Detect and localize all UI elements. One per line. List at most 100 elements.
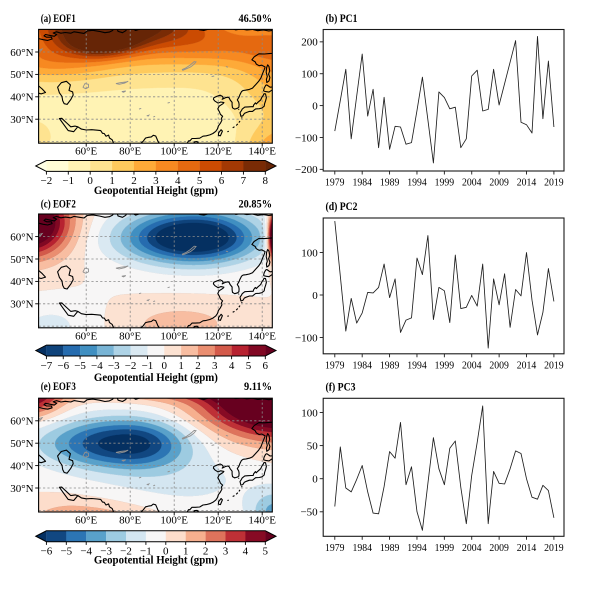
svg-text:60°N: 60°N (10, 416, 33, 428)
svg-text:1999: 1999 (435, 542, 455, 554)
svg-text:1989: 1989 (380, 359, 400, 371)
svg-text:2: 2 (195, 360, 201, 372)
svg-text:−6: −6 (57, 360, 69, 372)
svg-text:1989: 1989 (380, 542, 400, 554)
svg-text:0: 0 (312, 290, 318, 302)
svg-text:20.85%: 20.85% (239, 196, 273, 210)
svg-text:100: 100 (301, 69, 318, 81)
svg-text:100: 100 (301, 407, 318, 419)
svg-text:2009: 2009 (489, 359, 509, 371)
svg-text:2: 2 (203, 546, 209, 558)
svg-text:−2: −2 (120, 546, 132, 558)
svg-text:−6: −6 (41, 546, 53, 558)
svg-text:1994: 1994 (407, 359, 427, 371)
svg-text:1: 1 (183, 546, 189, 558)
svg-text:140°E: 140°E (248, 146, 276, 158)
svg-text:100°E: 100°E (160, 330, 188, 342)
svg-text:9.11%: 9.11% (244, 379, 272, 393)
svg-text:(e) EOF3: (e) EOF3 (41, 379, 76, 393)
svg-text:100°E: 100°E (160, 146, 188, 158)
svg-text:0: 0 (163, 546, 169, 558)
svg-text:(b) PC1: (b) PC1 (326, 11, 358, 25)
svg-text:−2: −2 (41, 175, 53, 187)
svg-text:1984: 1984 (352, 359, 372, 371)
svg-text:1994: 1994 (407, 542, 427, 554)
svg-text:−2: −2 (125, 360, 137, 372)
svg-text:1994: 1994 (407, 177, 427, 189)
svg-text:−5: −5 (60, 546, 72, 558)
svg-text:60°N: 60°N (10, 47, 33, 59)
svg-text:80°E: 80°E (119, 330, 141, 342)
svg-text:2019: 2019 (544, 542, 564, 554)
svg-text:120°E: 120°E (204, 330, 232, 342)
svg-text:0: 0 (162, 360, 168, 372)
svg-text:50°N: 50°N (10, 438, 33, 450)
svg-text:1989: 1989 (380, 177, 400, 189)
svg-text:(a) EOF1: (a) EOF1 (41, 11, 76, 25)
svg-text:−200: −200 (295, 164, 318, 176)
svg-text:1979: 1979 (325, 359, 345, 371)
svg-text:7: 7 (241, 175, 247, 187)
svg-text:−100: −100 (295, 332, 318, 344)
svg-text:8: 8 (263, 175, 269, 187)
svg-text:−5: −5 (74, 360, 86, 372)
svg-text:Geopotential Height (gpm): Geopotential Height (gpm) (94, 553, 218, 567)
svg-text:2014: 2014 (517, 542, 537, 554)
svg-text:3: 3 (212, 360, 218, 372)
svg-text:1984: 1984 (352, 177, 372, 189)
svg-text:140°E: 140°E (248, 330, 276, 342)
svg-text:(d) PC2: (d) PC2 (326, 199, 358, 213)
svg-text:−4: −4 (91, 360, 103, 372)
svg-text:1: 1 (109, 175, 115, 187)
svg-text:100: 100 (301, 247, 318, 259)
svg-text:80°E: 80°E (119, 515, 141, 527)
svg-text:1999: 1999 (435, 177, 455, 189)
svg-text:5: 5 (263, 546, 269, 558)
svg-text:6: 6 (263, 360, 269, 372)
svg-text:5: 5 (197, 175, 203, 187)
svg-text:5: 5 (246, 360, 252, 372)
svg-text:(c) EOF2: (c) EOF2 (41, 196, 76, 210)
svg-text:(f) PC3: (f) PC3 (326, 380, 356, 394)
svg-text:40°N: 40°N (10, 276, 33, 288)
svg-text:60°E: 60°E (75, 515, 97, 527)
svg-text:4: 4 (243, 546, 249, 558)
svg-text:−1: −1 (142, 360, 154, 372)
svg-text:50°N: 50°N (10, 254, 33, 266)
svg-text:2009: 2009 (489, 542, 509, 554)
svg-text:1999: 1999 (435, 359, 455, 371)
svg-text:0: 0 (312, 100, 318, 112)
svg-text:80°E: 80°E (119, 146, 141, 158)
svg-text:−1: −1 (62, 175, 74, 187)
svg-text:0: 0 (312, 474, 318, 486)
svg-text:30°N: 30°N (10, 483, 33, 495)
svg-text:−100: −100 (295, 132, 318, 144)
svg-text:40°N: 40°N (10, 92, 33, 104)
svg-text:−1: −1 (140, 546, 152, 558)
svg-text:Geopotential Height (gpm): Geopotential Height (gpm) (94, 370, 218, 384)
svg-text:4: 4 (229, 360, 235, 372)
svg-text:−7: −7 (41, 360, 53, 372)
svg-text:1979: 1979 (325, 542, 345, 554)
svg-text:50°N: 50°N (10, 69, 33, 81)
svg-text:Geopotential Height (gpm): Geopotential Height (gpm) (94, 183, 218, 197)
svg-text:2: 2 (131, 175, 137, 187)
svg-text:−50: −50 (300, 507, 318, 519)
svg-text:60°E: 60°E (75, 146, 97, 158)
svg-text:120°E: 120°E (204, 515, 232, 527)
svg-text:60°N: 60°N (10, 231, 33, 243)
svg-text:4: 4 (175, 175, 181, 187)
svg-text:2009: 2009 (489, 177, 509, 189)
svg-text:−3: −3 (108, 360, 120, 372)
svg-text:1: 1 (178, 360, 184, 372)
svg-text:100°E: 100°E (160, 515, 188, 527)
svg-text:2019: 2019 (544, 177, 564, 189)
svg-text:46.50%: 46.50% (239, 11, 273, 25)
svg-text:3: 3 (223, 546, 229, 558)
svg-text:40°N: 40°N (10, 460, 33, 472)
svg-text:2004: 2004 (462, 177, 482, 189)
svg-text:2004: 2004 (462, 542, 482, 554)
svg-text:3: 3 (153, 175, 159, 187)
svg-text:2004: 2004 (462, 359, 482, 371)
svg-text:−3: −3 (100, 546, 112, 558)
